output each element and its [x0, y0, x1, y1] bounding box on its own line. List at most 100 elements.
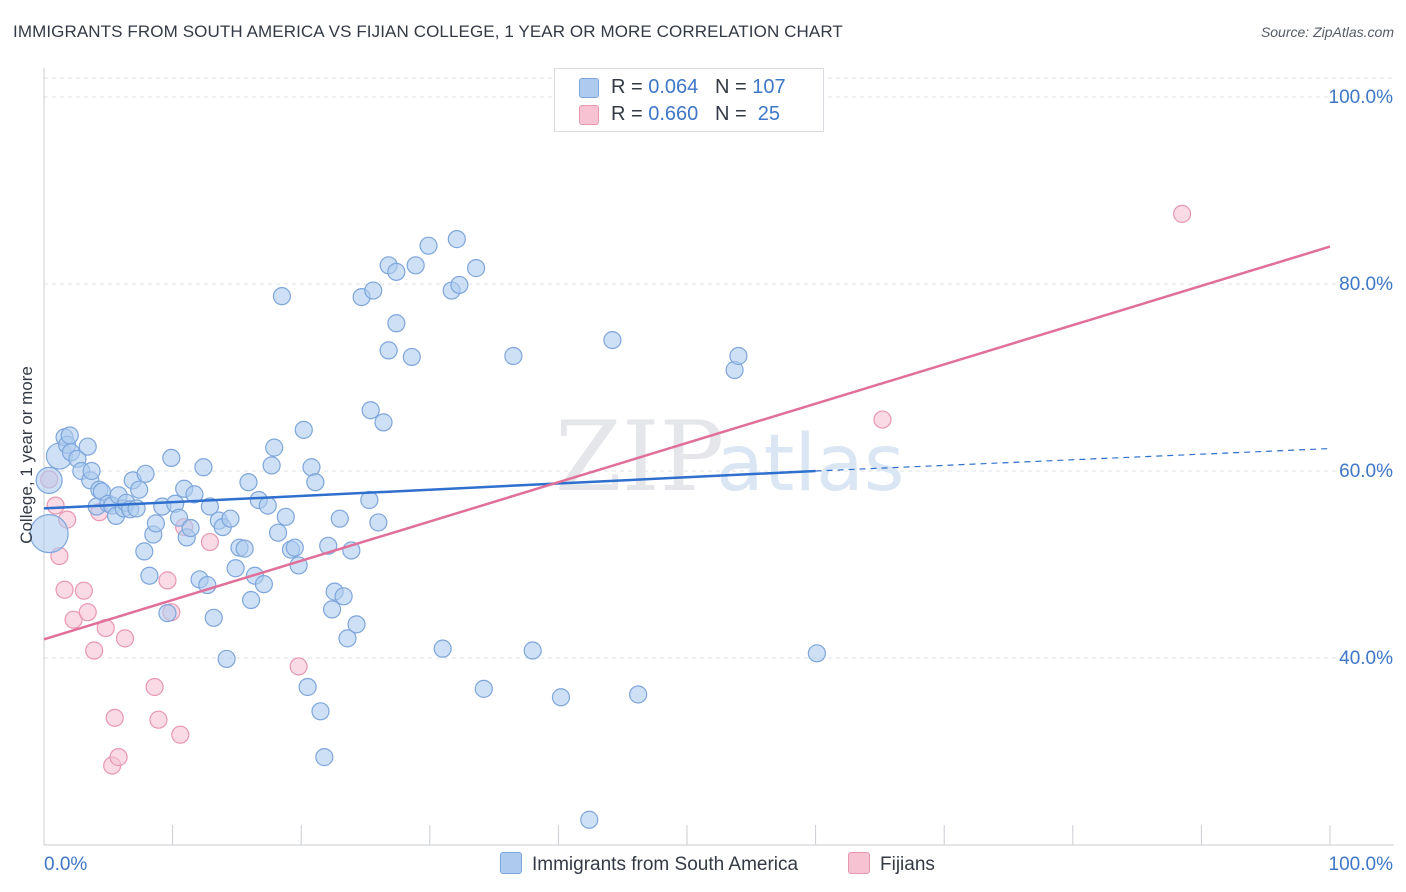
immigrants-point [433, 639, 452, 658]
trend-lines [43, 245, 1331, 641]
series-swatch-blue [500, 852, 522, 874]
immigrants-point [419, 236, 438, 255]
immigrants-point [136, 464, 155, 483]
gridlines [44, 77, 1394, 659]
immigrants-point [162, 448, 181, 468]
immigrants-point [29, 514, 69, 554]
immigrants-point [268, 523, 288, 542]
immigrants-point [181, 518, 200, 538]
immigrants-point [158, 604, 177, 623]
immigrants-point [276, 507, 295, 526]
watermark: ZIP atlas [555, 401, 905, 513]
fijians-point [105, 708, 124, 727]
immigrants-point [603, 331, 622, 350]
immigrants-point [78, 437, 97, 456]
immigrants-point [194, 458, 213, 477]
x-tick-label-max: 100.0% [1329, 854, 1394, 875]
immigrants-point [387, 314, 406, 333]
y-tick-label: 100.0% [1329, 87, 1394, 108]
fijians-point [873, 410, 892, 429]
fijians-point [149, 710, 168, 729]
fijians-point [200, 532, 219, 552]
legend-r-label: R = [611, 76, 649, 98]
immigrants-point [523, 641, 542, 660]
immigrants-point [402, 347, 421, 367]
legend-n-value: 107 [752, 76, 786, 98]
y-tick-label: 60.0% [1339, 461, 1393, 482]
immigrants-point [466, 259, 486, 278]
y-tick-label: 40.0% [1339, 648, 1393, 669]
correlation-legend: R = 0.064 N = 107 R = 0.660 N = 25 [554, 68, 824, 132]
fijians-point [289, 657, 308, 676]
immigrants-point [369, 513, 388, 532]
immigrants-point [226, 559, 245, 578]
legend-swatch-pink [579, 105, 599, 125]
source-attribution: Source: ZipAtlas.com [1260, 24, 1394, 40]
immigrants-point [239, 473, 258, 492]
immigrants-point [387, 262, 406, 281]
legend-n-label: N = [714, 103, 753, 125]
immigrants-point [35, 466, 63, 494]
immigrants-point [169, 508, 189, 527]
immigrants-point [322, 600, 342, 619]
immigrants-point [146, 514, 165, 533]
immigrants-point [235, 539, 254, 558]
fijians-point [145, 677, 164, 697]
immigrants-point [262, 456, 281, 475]
y-tick-label: 80.0% [1339, 274, 1393, 295]
legend-n-value: 25 [752, 103, 781, 125]
immigrants-point [406, 256, 425, 275]
immigrants-trend-extension [815, 447, 1331, 472]
immigrants-point [294, 420, 313, 439]
fijians-point [109, 748, 128, 767]
immigrants-point [379, 341, 398, 360]
immigrants-point [334, 587, 353, 606]
series-label-pink: Fijians [880, 854, 935, 875]
y-axis-label: College, 1 year or more [17, 366, 36, 544]
immigrants-point [140, 566, 159, 585]
immigrants-point [551, 688, 571, 707]
fijians-point [85, 641, 104, 660]
immigrants-point [361, 401, 380, 420]
immigrants-point [315, 748, 334, 767]
legend-n-label: N = [714, 76, 753, 98]
immigrants-point [729, 346, 748, 366]
watermark-atlas: atlas [716, 419, 905, 509]
immigrants-point [221, 509, 240, 528]
immigrants-point [330, 509, 349, 528]
immigrants-point [629, 685, 648, 704]
immigrants-point [364, 281, 383, 300]
series-label-blue: Immigrants from South America [532, 854, 799, 875]
immigrants-point [580, 810, 599, 829]
fijians-point [74, 581, 93, 600]
immigrants-point [450, 275, 469, 295]
fijians-point [171, 725, 190, 744]
immigrants-point [185, 485, 204, 504]
immigrants-point [241, 590, 261, 610]
legend-swatch-blue [579, 78, 599, 98]
immigrants-point [272, 287, 292, 306]
immigrants-point [258, 496, 277, 515]
fijians-point [46, 496, 65, 515]
immigrants-point [447, 230, 466, 249]
series-legend-pink: Fijians [848, 852, 935, 876]
immigrants-point [217, 649, 236, 669]
immigrants-point [347, 615, 366, 634]
fijians-point [115, 629, 135, 648]
fijians-point [1173, 204, 1192, 223]
immigrants-point [60, 426, 79, 445]
immigrants-point [265, 438, 284, 457]
immigrants-point [306, 473, 325, 492]
immigrants-point [200, 497, 219, 516]
immigrants-point [135, 542, 154, 561]
immigrants-point [130, 480, 149, 499]
series-legend-blue: Immigrants from South America [500, 852, 798, 876]
immigrants-trend-line [43, 469, 816, 510]
legend-r-value: 0.660 [648, 103, 699, 125]
immigrants-point [285, 538, 304, 557]
immigrants-point [204, 608, 223, 627]
fijians-trend-line [43, 245, 1331, 641]
legend-r-value: 0.064 [648, 76, 699, 98]
immigrants-point [82, 461, 101, 481]
